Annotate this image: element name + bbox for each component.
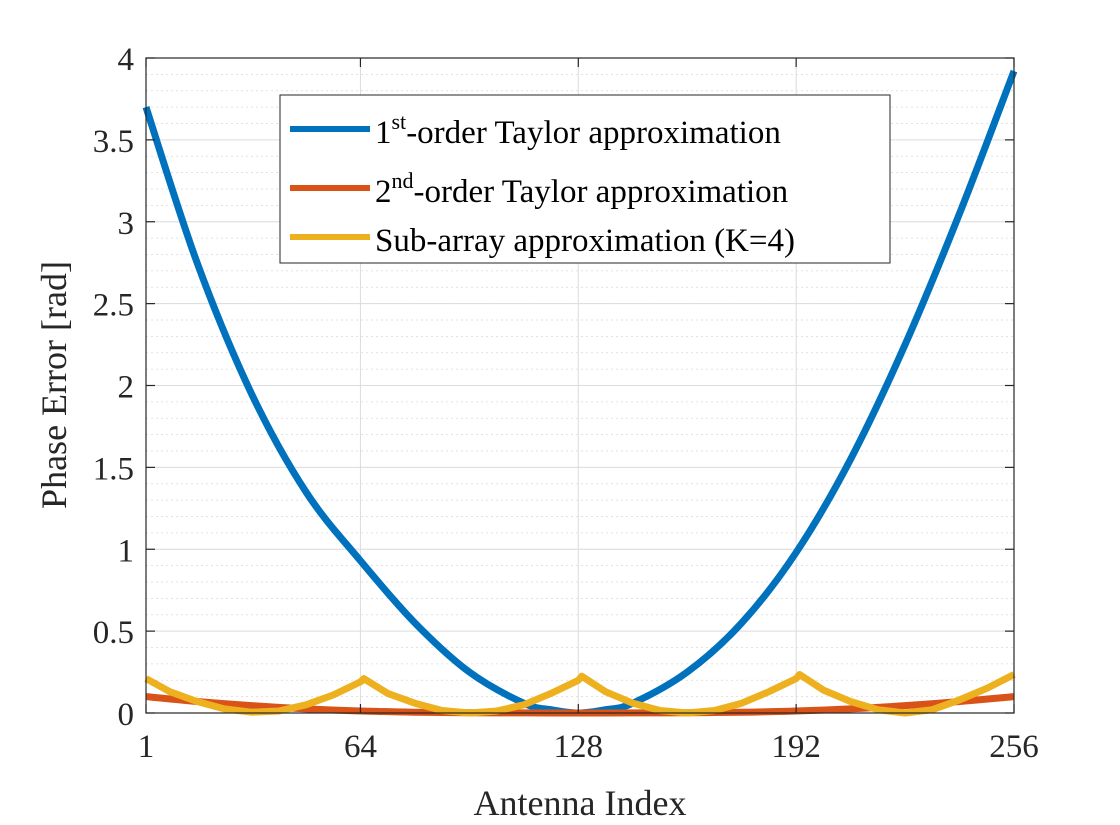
x-tick-label: 1 [138,729,155,765]
y-tick-label: 1 [118,533,135,569]
x-tick-label: 128 [554,729,604,765]
x-tick-labels: 1 64 128 192 256 [138,729,1039,765]
y-tick-label: 1.5 [93,451,134,487]
y-tick-label: 2 [118,370,135,406]
x-tick-label: 64 [344,729,377,765]
x-tick-label: 192 [771,729,821,765]
legend-label-second-order: 2nd-order Taylor approximation [375,168,788,210]
y-tick-label: 0 [118,697,135,733]
y-tick-label: 4 [118,42,135,78]
y-tick-label: 0.5 [93,615,134,651]
legend-label-second-order-rest: -order Taylor approximation [414,174,789,210]
y-tick-label: 2.5 [93,288,134,324]
legend-label-sub-array: Sub-array approximation (K=4) [375,223,795,259]
legend-label-second-order-base: 2 [375,174,392,210]
y-tick-label: 3.5 [93,124,134,160]
series-line-sub-array [144,671,1016,717]
legend-label-first-order-rest: -order Taylor approximation [406,115,781,151]
tick-marks [145,57,1015,714]
legend: 1st-order Taylor approximation 2nd-order… [279,94,891,264]
legend-label-first-order-sup: st [392,109,407,134]
y-tick-label: 3 [118,206,135,242]
legend-label-first-order-base: 1 [375,115,392,151]
y-tick-labels: 0 0.5 1 1.5 2 2.5 3 3.5 4 [93,42,134,733]
legend-label-first-order: 1st-order Taylor approximation [375,109,781,151]
x-axis-title: Antenna Index [474,783,687,823]
legend-box [279,94,891,264]
x-tick-label: 256 [989,729,1039,765]
legend-label-second-order-sup: nd [392,168,414,193]
y-axis-title: Phase Error [rad] [34,261,74,509]
